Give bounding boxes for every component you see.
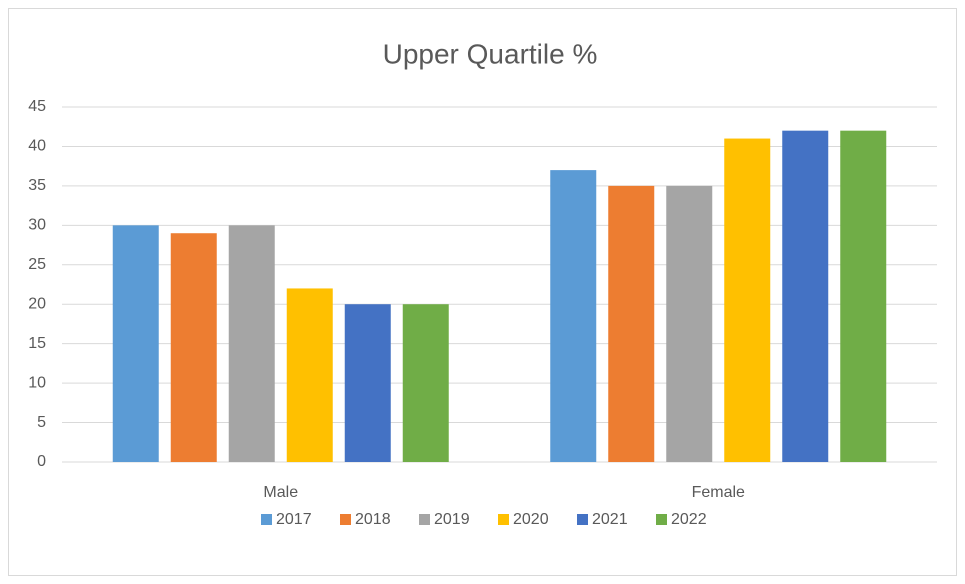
legend-swatch [656,514,667,525]
bar [608,185,655,462]
y-tick-label: 45 [28,98,46,115]
bar [344,304,391,462]
legend-label: 2021 [592,511,628,528]
y-tick-label: 30 [28,217,46,234]
y-tick-label: 15 [28,335,46,352]
legend-label: 2020 [513,511,549,528]
x-tick-label: Female [692,484,745,501]
legend-label: 2019 [434,511,470,528]
legend-swatch [577,514,588,525]
bar [550,170,597,462]
y-tick-label: 5 [37,414,46,431]
bar [666,185,713,462]
legend-label: 2022 [671,511,707,528]
x-tick-label: Male [263,484,298,501]
bar [228,225,275,462]
legend-label: 2017 [276,511,312,528]
bar [170,233,217,462]
legend-label: 2018 [355,511,391,528]
y-tick-label: 25 [28,256,46,273]
bar [402,304,449,462]
bar [782,130,829,462]
legend-swatch [419,514,430,525]
y-tick-label: 20 [28,295,46,312]
chart-title: Upper Quartile % [383,38,598,69]
y-tick-label: 40 [28,138,46,155]
y-tick-label: 35 [28,177,46,194]
bar [724,138,771,463]
legend-swatch [340,514,351,525]
legend-swatch [261,514,272,525]
bar [840,130,887,462]
bar [112,225,159,462]
legend-swatch [498,514,509,525]
y-tick-label: 10 [28,374,46,391]
y-tick-label: 0 [37,453,46,470]
bar [286,288,333,462]
